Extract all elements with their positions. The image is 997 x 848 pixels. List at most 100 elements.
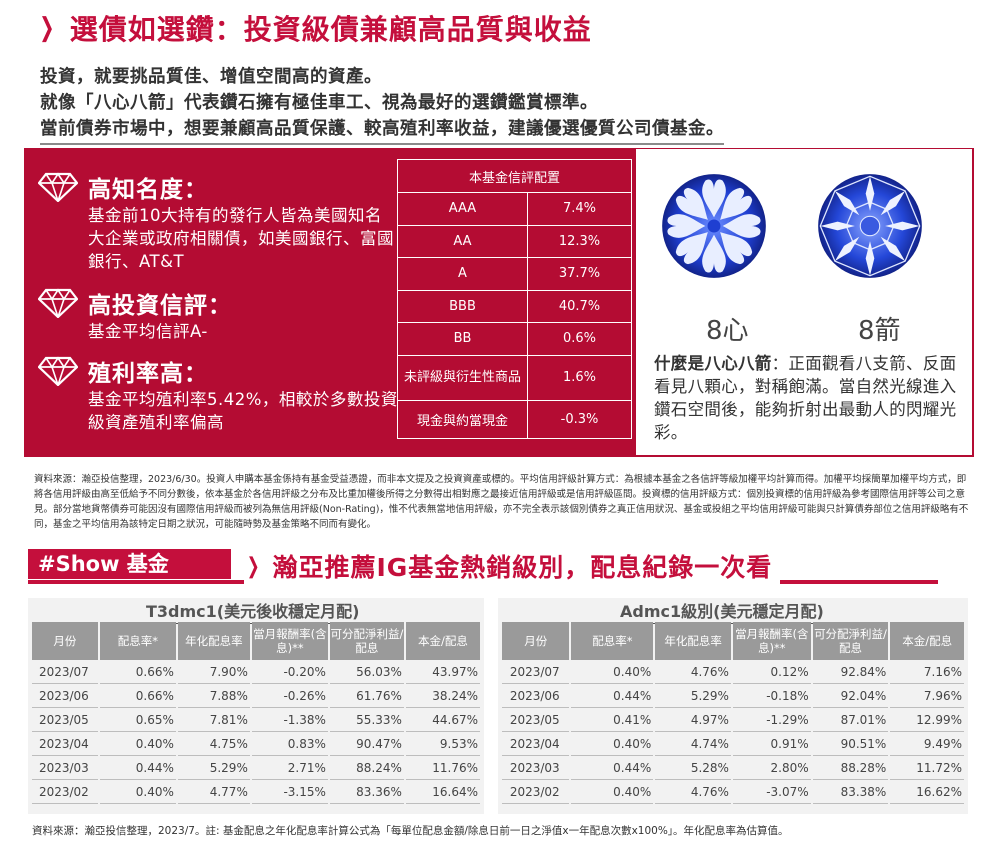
page-title-row: ❯ 選債如選鑽：投資級債兼顧高品質與收益	[36, 8, 592, 48]
table-cell: 4.76%	[655, 780, 731, 804]
table-row: 2023/07 0.40% 4.76% 0.12% 92.84% 7.16%	[502, 660, 964, 684]
rating-value: 12.3%	[527, 224, 632, 258]
table-cell: 0.66%	[99, 660, 176, 684]
table-cell: 0.65%	[99, 708, 176, 732]
intro-line: 就像「八心八箭」代表鑽石擁有極佳車工、視為最好的選鑽鑑賞標準。	[40, 93, 598, 113]
table-cell: 88.28%	[812, 756, 889, 780]
table-cell: 0.40%	[99, 780, 176, 804]
table-cell: 7.16%	[890, 660, 964, 684]
table-cell: 12.99%	[890, 708, 964, 732]
table-cell: 2023/04	[502, 732, 570, 756]
diamond-question: 什麼是八心八箭	[654, 354, 772, 373]
column-header: 本金/配息	[890, 622, 964, 660]
diamond-icon	[38, 172, 78, 202]
table-cell: 0.91%	[732, 732, 811, 756]
table-row: 未評級與衍生性商品 1.6%	[397, 354, 632, 401]
table-cell: 0.44%	[571, 756, 654, 780]
table-cell: 5.28%	[655, 756, 731, 780]
table-row: 2023/05 0.41% 4.97% -1.29% 87.01% 12.99%	[502, 708, 964, 732]
page-title: 選債如選鑽：投資級債兼顧高品質與收益	[69, 13, 592, 46]
section-subtitle-row: ❯ 瀚亞推薦IG基金熱銷級別，配息紀錄一次看	[244, 548, 781, 584]
fund-distribution-table-admc1: 月份 配息率* 年化配息率 當月報酬率(含息)** 可分配淨利益/配息 本金/配…	[500, 622, 966, 804]
table-cell: 4.76%	[655, 660, 731, 684]
table-cell: 0.40%	[571, 780, 654, 804]
diamond-description: ：正面觀看八支箭、反面看見八顆心，對稱飽滿。當自然光線進入鑽石空間後，能夠折射出…	[654, 354, 957, 442]
table-cell: 4.74%	[655, 732, 731, 756]
rating-table-header: 本基金信評配置	[397, 159, 632, 193]
table-row: 2023/04 0.40% 4.75% 0.83% 90.47% 9.53%	[32, 732, 480, 756]
table-cell: 2.80%	[732, 756, 811, 780]
table-cell: 83.38%	[812, 780, 889, 804]
chevron-right-icon: ❯	[246, 553, 260, 579]
table-row: AA 12.3%	[397, 224, 632, 258]
table-cell: 0.44%	[571, 684, 654, 708]
table-cell: 0.44%	[99, 756, 176, 780]
table-cell: 2023/02	[502, 780, 570, 804]
table-cell: -3.15%	[251, 780, 328, 804]
feature-body: 基金平均殖利率5.42%，相較於多數投資級資產殖利率偏高	[88, 390, 398, 432]
column-header: 可分配淨利益/配息	[812, 622, 889, 660]
rating-label: AA	[397, 224, 528, 258]
table-cell: 61.76%	[329, 684, 404, 708]
table-cell: 55.33%	[329, 708, 404, 732]
credit-rating-table: 本基金信評配置 AAA 7.4% AA 12.3% A 37.7% BBB 40.7% …	[397, 159, 632, 439]
table-cell: 4.75%	[177, 732, 250, 756]
feature-title: 高知名度：	[88, 177, 208, 203]
show-fund-tag: #Show 基金	[28, 549, 231, 579]
rating-label: A	[397, 257, 528, 291]
table-cell: -1.29%	[732, 708, 811, 732]
feature-title: 高投資信評：	[88, 293, 232, 319]
table-header-row: 月份 配息率* 年化配息率 當月報酬率(含息)** 可分配淨利益/配息 本金/配…	[32, 622, 480, 660]
table-row: BB 0.6%	[397, 322, 632, 356]
column-header: 配息率*	[99, 622, 176, 660]
eight-hearts-diamond-image	[662, 174, 766, 278]
table-cell: 43.97%	[405, 660, 480, 684]
table-row: BBB 40.7%	[397, 289, 632, 323]
table-cell: -0.18%	[732, 684, 811, 708]
section-subtitle: 瀚亞推薦IG基金熱銷級別，配息紀錄一次看	[272, 553, 773, 582]
table-cell: 88.24%	[329, 756, 404, 780]
table-cell: -3.07%	[732, 780, 811, 804]
eight-hearts-label: 8心	[706, 316, 749, 346]
table-row: 2023/07 0.66% 7.90% -0.20% 56.03% 43.97%	[32, 660, 480, 684]
column-header: 年化配息率	[177, 622, 250, 660]
column-header: 本金/配息	[405, 622, 480, 660]
table-cell: 2023/06	[32, 684, 98, 708]
table-cell: 0.12%	[732, 660, 811, 684]
table-row: AAA 7.4%	[397, 192, 632, 226]
fund-title: Admc1級別(美元穩定月配)	[620, 598, 824, 624]
table-cell: 7.96%	[890, 684, 964, 708]
table-cell: -1.38%	[251, 708, 328, 732]
table-cell: 16.64%	[405, 780, 480, 804]
table-row: 2023/03 0.44% 5.28% 2.80% 88.28% 11.72%	[502, 756, 964, 780]
eight-arrows-label: 8箭	[858, 316, 901, 346]
table-cell: 7.81%	[177, 708, 250, 732]
table-cell: 2023/03	[32, 756, 98, 780]
feature-credit-rating: 高投資信評： 基金平均信評A-	[38, 286, 398, 343]
table-cell: 2023/03	[502, 756, 570, 780]
table-cell: 11.72%	[890, 756, 964, 780]
table-cell: 2023/06	[502, 684, 570, 708]
intro-text: 投資，就要挑品質佳、增值空間高的資產。 就像「八心八箭」代表鑽石擁有極佳車工、視…	[40, 64, 890, 145]
rating-value: -0.3%	[527, 399, 632, 439]
table-cell: 0.40%	[571, 732, 654, 756]
table-cell: 7.88%	[177, 684, 250, 708]
feature-brand-recognition: 高知名度： 基金前10大持有的發行人皆為美國知名大企業或政府相關債，如美國銀行、…	[38, 170, 398, 273]
diamond-icon	[38, 288, 78, 318]
distribution-source-note: 資料來源：瀚亞投信整理，2023/7。註: 基金配息之年化配息率計算公式為「每單…	[32, 825, 789, 837]
table-cell: 0.40%	[99, 732, 176, 756]
table-cell: 9.49%	[890, 732, 964, 756]
table-cell: 0.83%	[251, 732, 328, 756]
eight-arrows-diamond-image	[818, 174, 922, 278]
rating-label: BBB	[397, 289, 528, 323]
rating-value: 0.6%	[527, 322, 632, 356]
table-cell: 5.29%	[177, 756, 250, 780]
table-row: 2023/04 0.40% 4.74% 0.91% 90.51% 9.49%	[502, 732, 964, 756]
table-row: 2023/02 0.40% 4.77% -3.15% 83.36% 16.64%	[32, 780, 480, 804]
table-cell: 2.71%	[251, 756, 328, 780]
intro-line: 投資，就要挑品質佳、增值空間高的資產。	[40, 67, 382, 87]
feature-yield: 殖利率高： 基金平均殖利率5.42%，相較於多數投資級資產殖利率偏高	[38, 354, 398, 434]
table-cell: 9.53%	[405, 732, 480, 756]
table-cell: 87.01%	[812, 708, 889, 732]
table-cell: -0.26%	[251, 684, 328, 708]
